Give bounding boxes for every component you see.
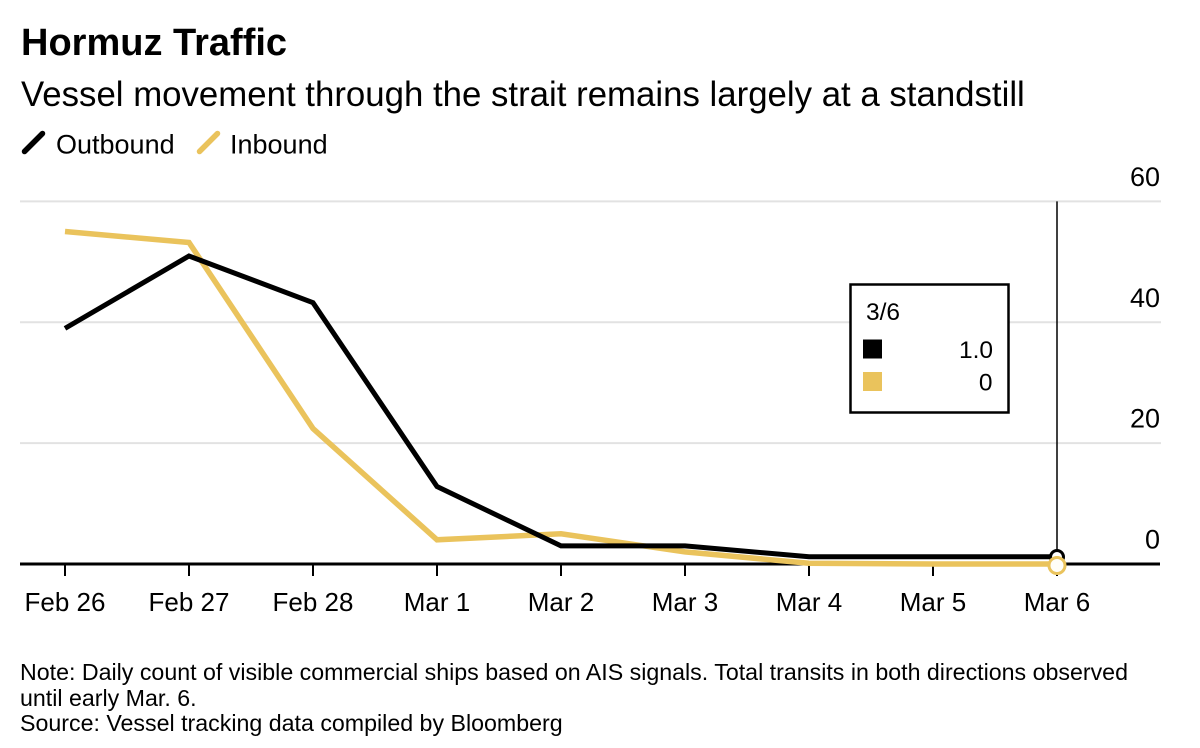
svg-text:Mar 6: Mar 6 xyxy=(1024,587,1090,617)
svg-text:until early Mar. 6.: until early Mar. 6. xyxy=(20,685,197,711)
svg-text:Mar 3: Mar 3 xyxy=(652,587,718,617)
svg-text:0: 0 xyxy=(979,370,993,397)
svg-text:Outbound: Outbound xyxy=(56,130,175,160)
svg-text:0: 0 xyxy=(1145,525,1160,555)
svg-text:Source: Vessel tracking data c: Source: Vessel tracking data compiled by… xyxy=(20,710,563,736)
svg-text:60: 60 xyxy=(1130,162,1160,192)
svg-text:Mar 2: Mar 2 xyxy=(528,587,594,617)
svg-text:1.0: 1.0 xyxy=(959,337,993,364)
svg-text:Mar 4: Mar 4 xyxy=(776,587,842,617)
svg-text:Inbound: Inbound xyxy=(230,130,328,160)
svg-text:Hormuz Traffic: Hormuz Traffic xyxy=(21,22,287,64)
svg-text:Feb 28: Feb 28 xyxy=(273,587,354,617)
svg-text:Mar 5: Mar 5 xyxy=(900,587,966,617)
svg-text:40: 40 xyxy=(1130,283,1160,313)
svg-text:Feb 27: Feb 27 xyxy=(149,587,230,617)
svg-text:20: 20 xyxy=(1130,404,1160,434)
svg-text:Vessel movement through the st: Vessel movement through the strait remai… xyxy=(21,75,1025,114)
svg-text:Note: Daily count of visible c: Note: Daily count of visible commercial … xyxy=(20,659,1128,685)
svg-text:3/6: 3/6 xyxy=(866,299,900,326)
svg-text:Feb 26: Feb 26 xyxy=(25,587,106,617)
svg-text:Mar 1: Mar 1 xyxy=(404,587,470,617)
